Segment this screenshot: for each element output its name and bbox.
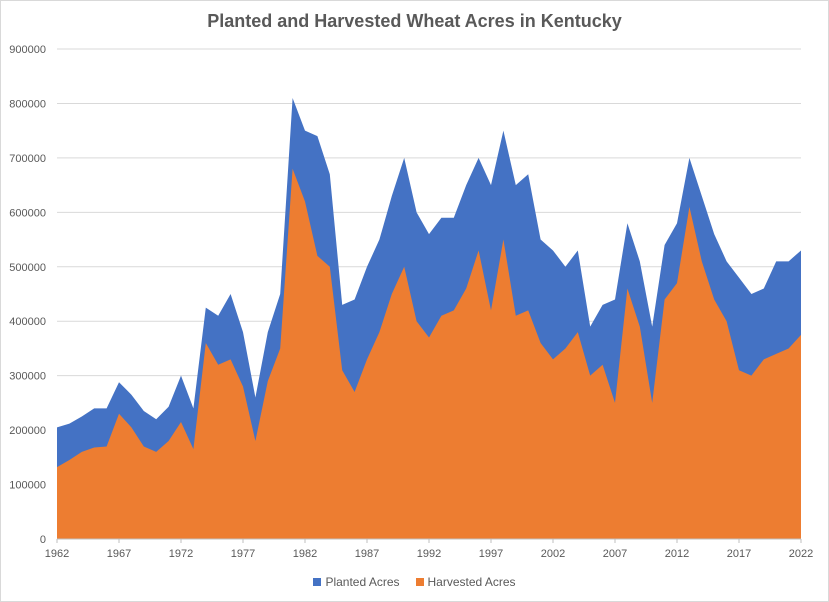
legend-item-harvested: Harvested Acres [415,575,516,589]
y-tick-label: 300000 [9,371,46,383]
x-tick-label: 2022 [789,548,813,560]
y-tick-label: 500000 [9,262,46,274]
y-tick-label: 100000 [9,480,46,492]
series-areas [57,98,801,539]
y-tick-label: 700000 [9,153,46,165]
legend-swatch-harvested [415,578,424,586]
x-axis-tick-labels: 1962 1967 1972 1977 1982 1987 1992 1997 2002 2007… [45,548,813,560]
chart-title: Planted and Harvested Wheat Acres in Ken… [207,11,622,31]
x-tick-label: 2002 [541,548,565,560]
legend-swatch-planted [313,578,322,586]
harvested-acres-area [57,168,801,539]
legend-item-planted: Planted Acres [313,575,400,589]
x-tick-label: 1977 [231,548,255,560]
x-tick-label: 2012 [665,548,689,560]
y-tick-label: 400000 [9,316,46,328]
y-tick-label: 0 [40,534,46,546]
legend-label-planted: Planted Acres [325,575,400,589]
legend-label-harvested: Harvested Acres [427,575,516,589]
x-tick-label: 1967 [107,548,131,560]
y-tick-label: 200000 [9,425,46,437]
x-axis [56,538,802,543]
y-tick-label: 900000 [9,44,46,56]
y-tick-label: 600000 [9,207,46,219]
x-tick-label: 2007 [603,548,627,560]
x-tick-label: 1987 [355,548,379,560]
x-tick-label: 1972 [169,548,193,560]
chart-legend: Planted Acres Harvested Acres [1,575,828,589]
x-tick-label: 1992 [417,548,441,560]
x-tick-label: 1982 [293,548,317,560]
y-axis-tick-labels: 0 100000 200000 300000 400000 500000 600000 700… [9,44,46,546]
x-tick-label: 2017 [727,548,751,560]
x-tick-label: 1962 [45,548,69,560]
y-tick-label: 800000 [9,98,46,110]
x-tick-label: 1997 [479,548,503,560]
